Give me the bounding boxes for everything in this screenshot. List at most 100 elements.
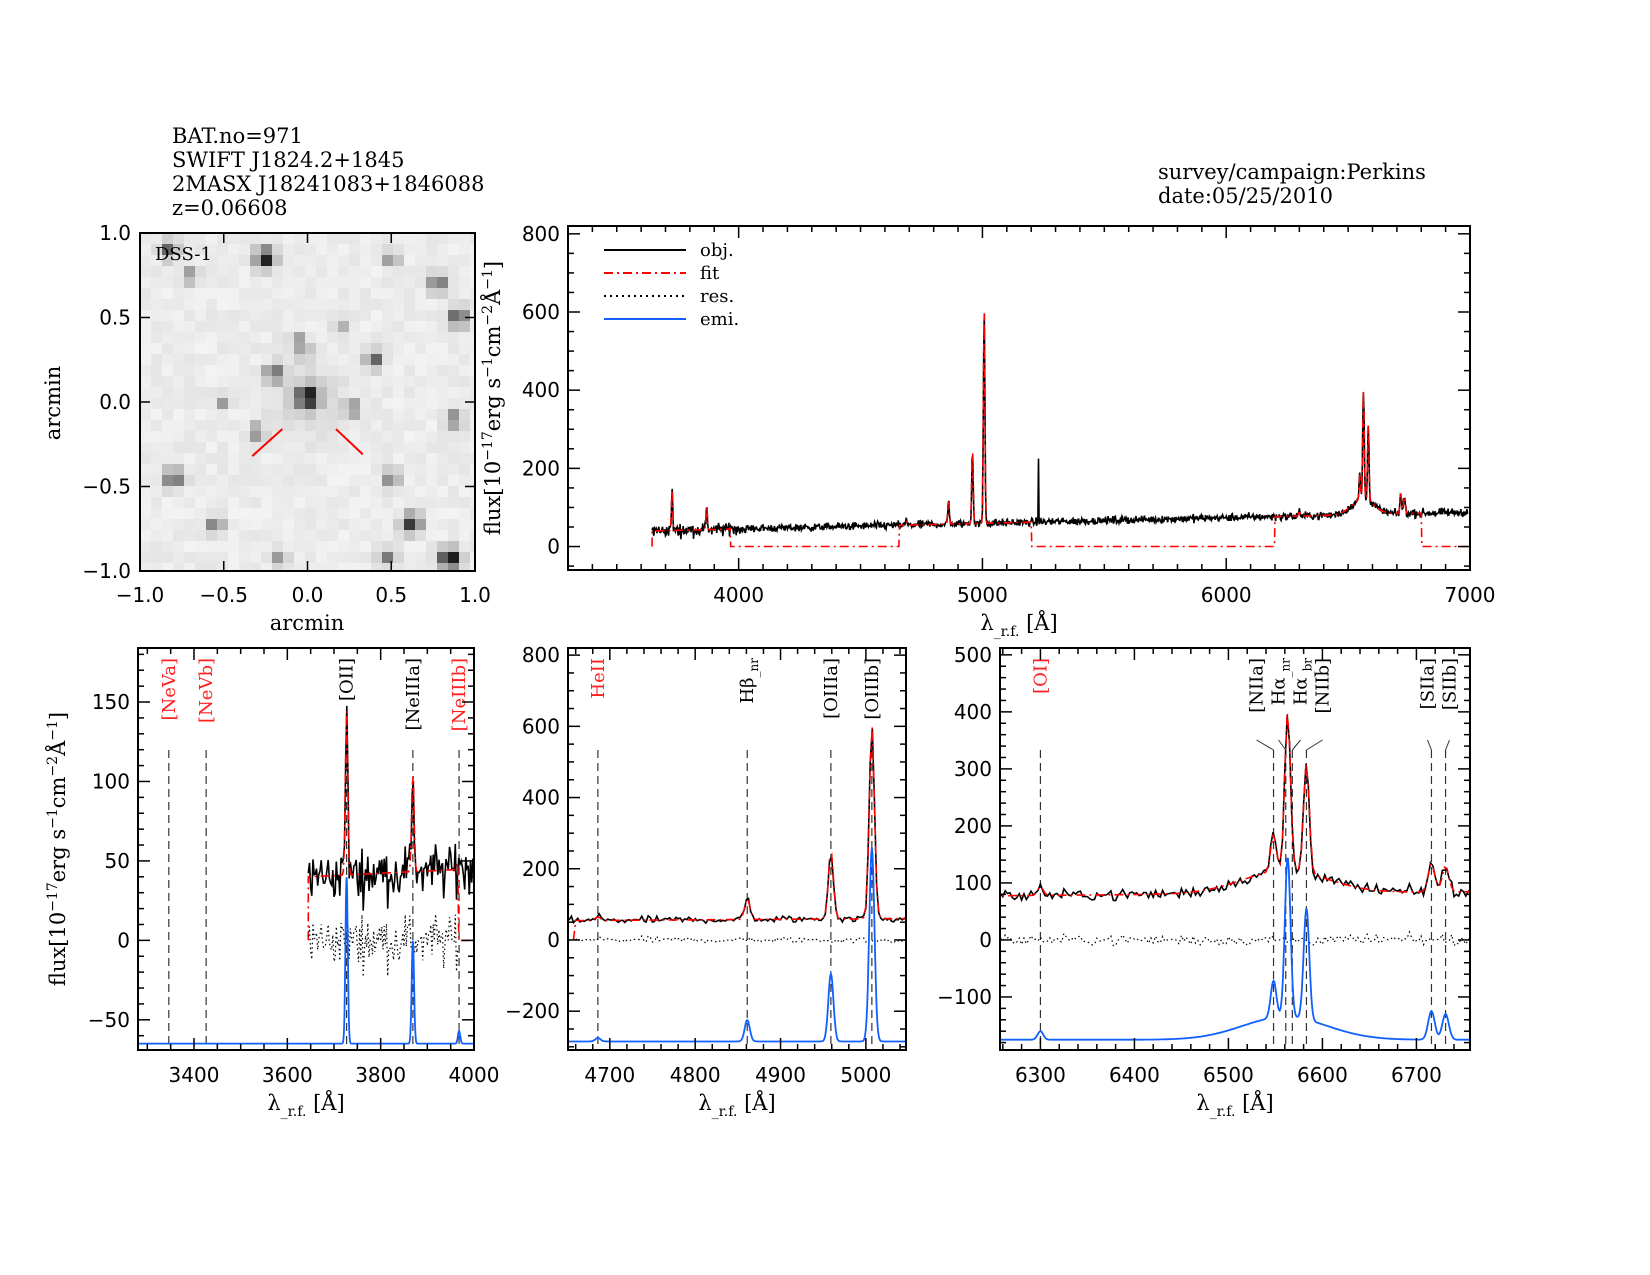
image-pixel <box>415 552 426 563</box>
image-pixel <box>349 332 360 343</box>
image-pixel <box>173 541 184 552</box>
image-pixel <box>316 552 327 563</box>
image-pixel <box>404 431 415 442</box>
image-pixel <box>338 354 349 365</box>
image-pixel <box>382 464 393 475</box>
image-pixel <box>360 365 371 376</box>
image-pixel <box>250 354 261 365</box>
image-pixel <box>151 431 162 442</box>
image-pixel <box>349 233 360 244</box>
y-tick-label: 50 <box>105 849 130 873</box>
image-pixel <box>382 244 393 255</box>
image-pixel <box>349 321 360 332</box>
image-pixel <box>393 332 404 343</box>
image-pixel <box>305 563 316 571</box>
image-pixel <box>470 563 475 571</box>
image-pixel <box>283 343 294 354</box>
image-pixel <box>437 431 448 442</box>
image-pixel <box>173 288 184 299</box>
image-pixel <box>448 321 459 332</box>
image-pixel <box>217 552 228 563</box>
image-pixel <box>448 420 459 431</box>
image-pixel <box>448 376 459 387</box>
image-pixel <box>250 244 261 255</box>
x-tick-label: 6400 <box>1109 1063 1160 1087</box>
image-pixel <box>217 255 228 266</box>
image-pixel <box>415 530 426 541</box>
line-label: HeII <box>588 658 609 699</box>
image-pixel <box>404 442 415 453</box>
image-pixel <box>195 310 206 321</box>
image-pixel <box>184 277 195 288</box>
image-pixel <box>184 244 195 255</box>
image-pixel <box>283 431 294 442</box>
image-pixel <box>470 310 475 321</box>
image-pixel <box>448 387 459 398</box>
image-pixel <box>404 552 415 563</box>
image-pixel <box>459 343 470 354</box>
image-pixel <box>382 409 393 420</box>
header-line: z=0.06608 <box>172 196 288 220</box>
image-pixel <box>228 255 239 266</box>
image-pixel <box>448 354 459 365</box>
line-label: [OI] <box>1030 658 1051 694</box>
image-pixel <box>261 354 272 365</box>
image-pixel <box>327 541 338 552</box>
image-pixel <box>327 321 338 332</box>
image-pixel <box>239 376 250 387</box>
image-pixel <box>426 453 437 464</box>
image-pixel <box>206 233 217 244</box>
image-pixel <box>305 464 316 475</box>
image-pixel <box>371 552 382 563</box>
image-pixel <box>382 299 393 310</box>
image-pixel <box>305 244 316 255</box>
image-pixel <box>239 244 250 255</box>
line-label: [NeVa] <box>159 658 180 721</box>
image-pixel <box>272 486 283 497</box>
image-pixel <box>448 398 459 409</box>
image-pixel <box>162 343 173 354</box>
image-pixel <box>140 288 151 299</box>
image-pixel <box>162 288 173 299</box>
image-pixel <box>184 332 195 343</box>
image-pixel <box>261 365 272 376</box>
image-pixel <box>448 244 459 255</box>
image-pixel <box>151 552 162 563</box>
image-pixel <box>426 431 437 442</box>
image-pixel <box>316 354 327 365</box>
image-pixel <box>184 233 195 244</box>
image-pixel <box>371 475 382 486</box>
image-pixel <box>426 266 437 277</box>
image-pixel <box>349 453 360 464</box>
image-pixel <box>316 288 327 299</box>
image-pixel <box>195 486 206 497</box>
image-pixel <box>404 266 415 277</box>
image-pixel <box>371 255 382 266</box>
image-pixel <box>294 277 305 288</box>
image-pixel <box>349 244 360 255</box>
image-pixel <box>470 332 475 343</box>
image-pixel <box>316 453 327 464</box>
image-pixel <box>426 277 437 288</box>
image-pixel <box>459 431 470 442</box>
image-pixel <box>217 475 228 486</box>
x-tick-label: 6500 <box>1203 1063 1254 1087</box>
image-pixel <box>228 398 239 409</box>
image-pixel <box>283 321 294 332</box>
y-tick-label: 1.0 <box>99 221 131 245</box>
image-pixel <box>184 266 195 277</box>
fit-spectrum <box>1000 712 1470 897</box>
image-pixel <box>448 464 459 475</box>
image-pixel <box>327 365 338 376</box>
residual-spectrum <box>0 933 6 946</box>
image-pixel <box>283 486 294 497</box>
image-pixel <box>294 343 305 354</box>
image-pixel <box>239 321 250 332</box>
image-pixel <box>316 398 327 409</box>
image-pixel <box>404 288 415 299</box>
image-pixel <box>217 398 228 409</box>
image-pixel <box>294 552 305 563</box>
image-pixel <box>437 398 448 409</box>
image-pixel <box>404 409 415 420</box>
